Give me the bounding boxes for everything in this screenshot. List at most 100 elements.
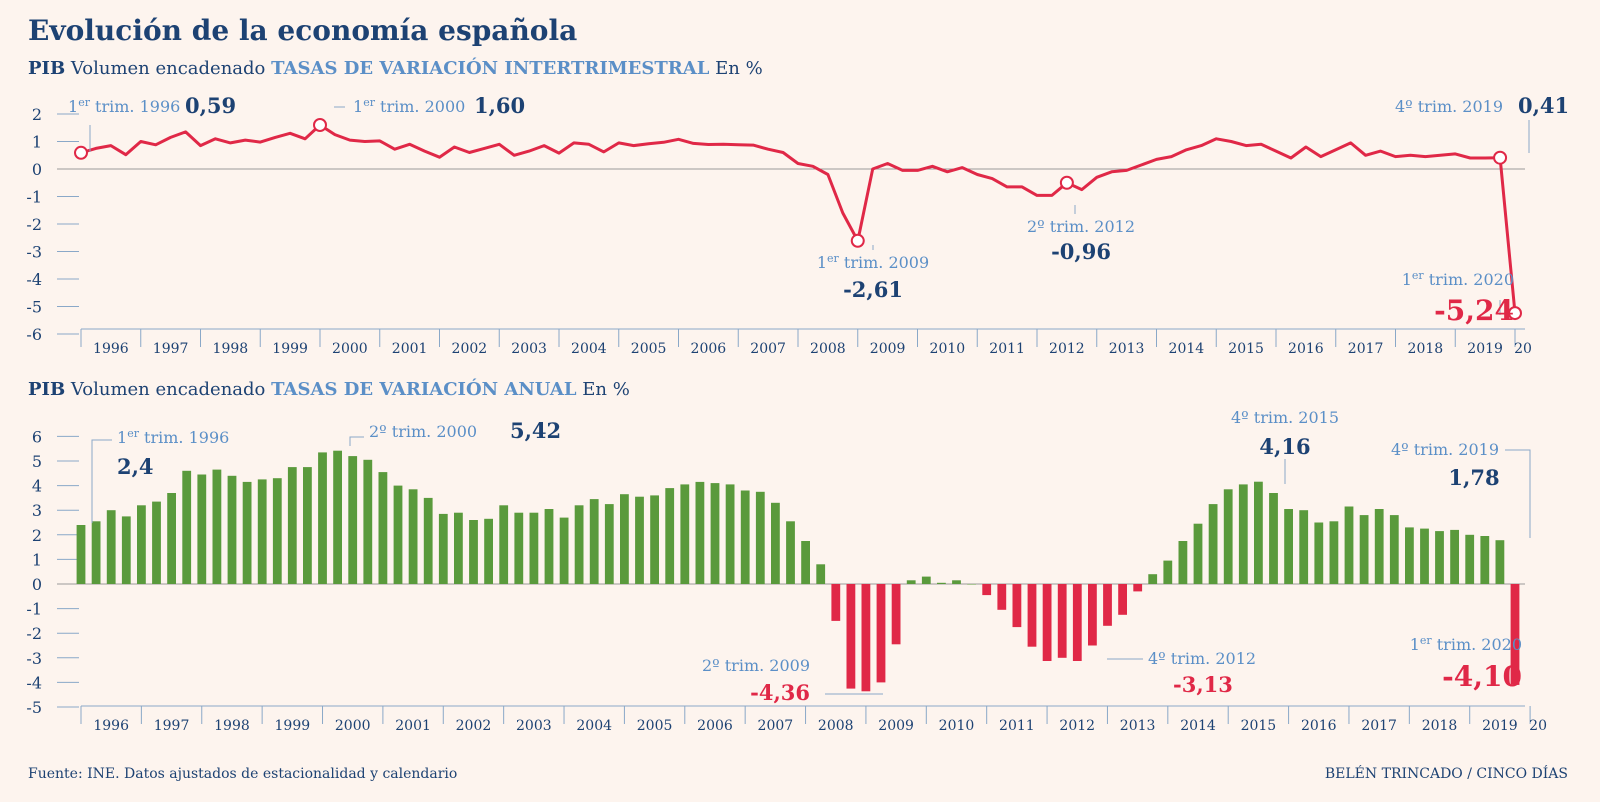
bar [514,512,524,584]
bar [876,584,886,683]
bar [1254,481,1263,584]
x-tick-label: 2009 [878,718,914,734]
page-title: Evolución de la economía española [28,14,578,47]
highlight-point [313,118,327,132]
bar [1374,509,1384,584]
subtitle-volume: Volumen encadenado [70,379,266,400]
y-tick-label: 1 [32,133,42,152]
x-tick-label: 2008 [818,718,854,734]
y-tick-label: -5 [26,298,42,317]
bar [1465,534,1475,584]
annotation-value: -0,96 [1051,239,1111,264]
annotation-value: 2,4 [117,454,154,479]
x-tick-label: 2013 [1109,341,1145,357]
bar [801,541,810,585]
bar [559,517,569,584]
bar [529,512,539,584]
bar [1133,584,1143,592]
bar [604,504,614,585]
y-tick-label: -4 [26,270,42,289]
y-tick-label: 0 [32,575,42,594]
bar [469,520,478,584]
x-tick-label: 2017 [1361,718,1397,734]
bar [1148,574,1158,584]
bar [348,456,358,584]
bar [544,509,554,584]
bar [921,576,931,584]
highlight-point [1059,175,1074,190]
bar [786,521,795,584]
annotation-label: 2º trim. 2009 [702,656,810,675]
annotation-value: 0,59 [185,93,236,118]
bar [1057,584,1067,658]
x-tick-label: 2007 [750,341,786,357]
x-tick-label: 1998 [213,341,249,357]
annotation-value: 4,16 [1259,434,1310,459]
y-tick-label: -3 [26,243,42,262]
annotation-value: -4,36 [750,680,810,705]
y-tick-label: 1 [32,550,42,569]
subtitle-unit: En % [715,58,763,79]
bar [393,485,403,584]
bar [574,505,584,584]
bar [771,502,780,584]
x-tick-label: 2000 [335,718,371,734]
y-tick-label: -3 [26,649,42,668]
bar [121,516,131,585]
bar [1344,506,1354,584]
x-tick-label: 2000 [332,341,368,357]
x-tick-label: 2001 [392,341,428,357]
bar [1299,510,1309,584]
bar [91,521,101,584]
highlight-point [1508,306,1522,321]
bar [333,450,342,584]
x-tick-label: 2018 [1422,718,1458,734]
annotation-value: 0,41 [1518,93,1569,118]
bar [846,584,856,689]
highlight-point [1493,150,1508,165]
x-tick-label: 2005 [631,341,667,357]
x-tick-label: 2009 [870,341,906,357]
bar [861,584,871,692]
y-tick-label: 6 [32,427,42,446]
x-tick-label: 1996 [93,341,129,357]
bar [1329,521,1339,584]
bar [906,580,916,584]
bar [831,584,841,621]
x-tick-label: 2019 [1482,718,1518,734]
bar [227,475,237,584]
bar [952,580,961,584]
x-tick-label: 2011 [999,718,1035,734]
annotation-label: 1er trim. 1996 [68,96,180,116]
gdp-quarterly-line [80,123,1517,314]
subtitle-rate-type: TASAS DE VARIACIÓN ANUAL [271,379,577,400]
bar [1450,529,1459,584]
bar [1163,560,1173,584]
bar [1480,536,1490,584]
bar [1389,515,1399,584]
bar [620,494,629,584]
x-tick-label: 2014 [1169,341,1205,357]
x-tick-label: 2016 [1301,718,1337,734]
y-tick-label: 0 [32,160,42,179]
bar [1420,528,1429,584]
x-tick-label: 2001 [395,718,431,734]
bar [1359,515,1369,584]
highlight-point [74,145,88,160]
bar [1269,493,1278,584]
annotation-label: 1er trim. 2020 [1410,634,1522,654]
bar [106,510,116,584]
bar [1405,527,1414,584]
bar [635,496,644,584]
annotation-value: -3,13 [1173,672,1233,697]
bar [665,488,675,584]
subtitle-unit: En % [582,379,630,400]
y-tick-label: 2 [32,105,42,124]
bar [1042,584,1052,661]
bar [1284,509,1293,584]
source-note: Fuente: INE. Datos ajustados de estacion… [28,766,458,782]
x-tick-label: 2010 [939,718,975,734]
y-tick-label: -6 [26,325,42,344]
x-tick-label: 2008 [810,341,846,357]
